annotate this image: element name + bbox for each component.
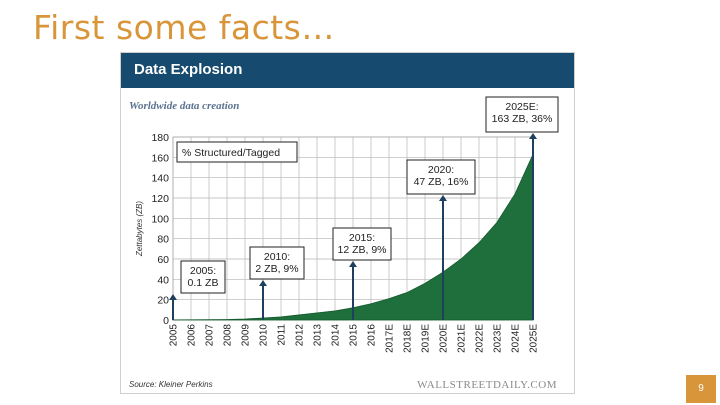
y-tick-label: 40 bbox=[157, 274, 169, 286]
x-tick-label: 2021E bbox=[457, 324, 468, 353]
source-text: Source: Kleiner Perkins bbox=[129, 380, 213, 389]
y-tick-label: 60 bbox=[157, 254, 169, 266]
y-tick-label: 20 bbox=[157, 295, 169, 307]
legend-label: % Structured/Tagged bbox=[182, 147, 280, 159]
x-tick-label: 2016 bbox=[367, 324, 378, 347]
chart-header-bar: Data Explosion bbox=[121, 53, 574, 88]
chart-subtitle: Worldwide data creation bbox=[129, 100, 239, 112]
annotation-text: 47 ZB, 16% bbox=[414, 176, 469, 188]
annotation-box bbox=[332, 227, 392, 261]
annotation-text: 2 ZB, 9% bbox=[255, 263, 298, 275]
annotation-box bbox=[406, 159, 476, 195]
annotation-text: 163 ZB, 36% bbox=[492, 113, 553, 125]
x-tick-label: 2022E bbox=[475, 324, 486, 353]
annotation-text: 12 ZB, 9% bbox=[337, 244, 386, 256]
annotation-text: 2010: bbox=[264, 251, 290, 263]
y-axis-label: Zettabytes (ZB) bbox=[135, 201, 144, 257]
x-tick-label: 2012 bbox=[295, 324, 306, 347]
x-tick-label: 2005 bbox=[169, 324, 180, 347]
x-tick-label: 2013 bbox=[313, 324, 324, 347]
x-tick-label: 2010 bbox=[259, 324, 270, 347]
annotation-box bbox=[249, 246, 305, 280]
annotation-text: 2020: bbox=[428, 164, 454, 176]
page-number: 9 bbox=[698, 383, 704, 394]
annotation-box bbox=[485, 96, 559, 133]
annotation-text: 0.1 ZB bbox=[188, 277, 219, 289]
x-tick-label: 2015 bbox=[349, 324, 360, 347]
x-tick-label: 2024E bbox=[511, 324, 522, 353]
y-tick-label: 0 bbox=[163, 315, 169, 327]
x-tick-label: 2006 bbox=[187, 324, 198, 347]
annotation-arrow-head bbox=[169, 294, 177, 300]
x-tick-label: 2025E bbox=[529, 324, 540, 353]
annotation-text: 2005: bbox=[190, 265, 216, 277]
slide-title: First some facts… bbox=[33, 8, 335, 47]
annotation-arrow-head bbox=[439, 195, 447, 201]
chart-title: Data Explosion bbox=[134, 61, 243, 78]
y-tick-label: 80 bbox=[157, 234, 169, 246]
x-tick-label: 2023E bbox=[493, 324, 504, 353]
brand-watermark: WALLSTREETDAILY.COM bbox=[417, 379, 557, 391]
chart-frame: Data Explosion Worldwide data creation 0 2… bbox=[120, 52, 575, 394]
annotation-arrow-head bbox=[259, 280, 267, 286]
annotation-arrow-head bbox=[349, 261, 357, 267]
x-tick-label: 2011 bbox=[277, 324, 288, 346]
x-tick-label: 2019E bbox=[421, 324, 432, 353]
annotation-arrow-head bbox=[529, 133, 537, 139]
x-tick-label: 2017E bbox=[385, 324, 396, 353]
legend-box bbox=[176, 141, 298, 163]
y-tick-label: 180 bbox=[151, 132, 169, 144]
x-tick-label: 2018E bbox=[403, 324, 414, 353]
y-tick-label: 120 bbox=[151, 193, 169, 205]
y-tick-label: 100 bbox=[151, 213, 169, 225]
annotation-box bbox=[180, 260, 226, 294]
y-tick-label: 160 bbox=[151, 152, 169, 164]
annotation-text: 2015: bbox=[349, 232, 375, 244]
x-tick-label: 2007 bbox=[205, 324, 216, 347]
annotation-text: 2025E: bbox=[505, 101, 538, 113]
x-tick-label: 2008 bbox=[223, 324, 234, 347]
x-tick-label: 2020E bbox=[439, 324, 450, 353]
page-number-box: 9 bbox=[686, 375, 716, 403]
x-tick-label: 2014 bbox=[331, 324, 342, 347]
chart-svg: Worldwide data creation 0 20 40 60 80 100 120 14… bbox=[129, 96, 559, 391]
x-tick-label: 2009 bbox=[241, 324, 252, 347]
y-tick-label: 140 bbox=[151, 173, 169, 185]
